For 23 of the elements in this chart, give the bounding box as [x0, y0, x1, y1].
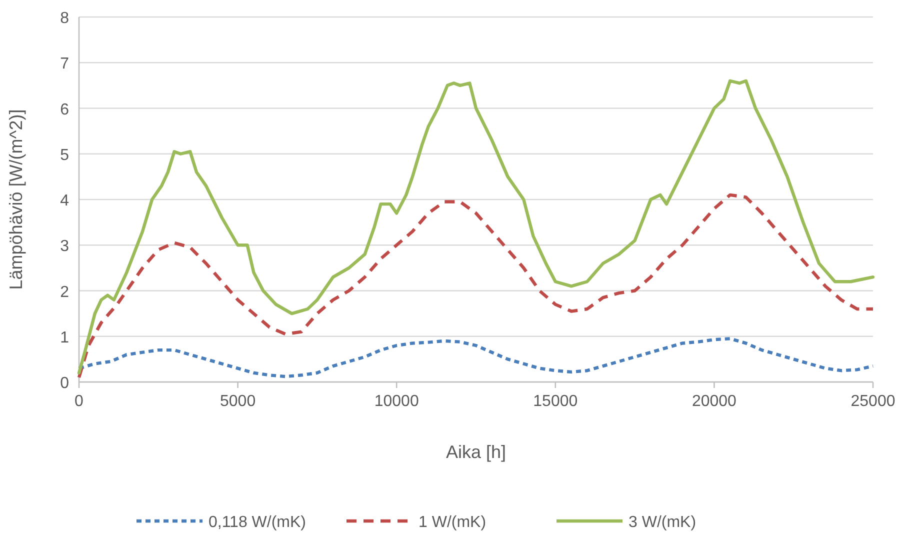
- y-tick-label: 2: [60, 284, 70, 301]
- x-tick-label: 15000: [533, 393, 578, 410]
- y-axis-title: Lämpöhäviö [W/(m^2)]: [6, 109, 26, 290]
- y-tick-label: 1: [60, 329, 70, 346]
- y-tick-label: 6: [60, 101, 70, 118]
- line-series: [77, 193, 875, 380]
- x-tick-label: 20000: [692, 393, 737, 410]
- x-tick-label: 5000: [220, 393, 256, 410]
- y-tick-label: 0: [60, 375, 70, 392]
- x-tick-label: 25000: [850, 393, 896, 410]
- legend-label: 0,118 W/(mK): [208, 514, 306, 531]
- y-tick-label: 5: [60, 146, 70, 164]
- x-tick-label: 10000: [374, 393, 419, 410]
- line-series: [77, 79, 875, 374]
- y-tick-label: 7: [60, 56, 70, 73]
- line-series: [77, 337, 875, 378]
- legend-label: 1 W/(mK): [418, 514, 486, 531]
- x-axis-title: Aika [h]: [446, 442, 506, 462]
- y-tick-label: 4: [60, 192, 70, 210]
- y-tick-label: 8: [60, 10, 70, 27]
- y-tick-label: 3: [60, 238, 70, 256]
- x-tick-label: 0: [74, 393, 84, 410]
- legend-label: 3 W/(mK): [628, 514, 696, 531]
